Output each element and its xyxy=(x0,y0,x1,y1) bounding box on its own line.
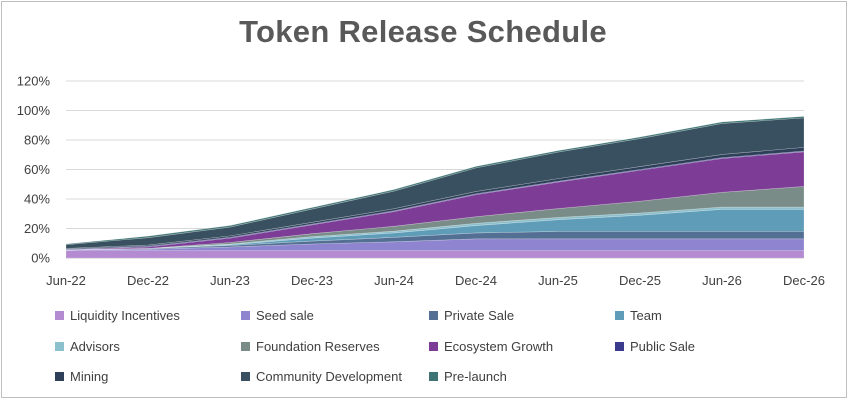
x-tick-label: Jun-26 xyxy=(702,273,742,288)
y-tick-label: 0% xyxy=(31,251,50,266)
legend-swatch xyxy=(55,372,64,381)
legend-item: Public Sale xyxy=(615,339,695,354)
x-tick-label: Dec-25 xyxy=(619,273,661,288)
legend-item: Pre-launch xyxy=(429,369,507,384)
x-tick-label: Dec-22 xyxy=(127,273,169,288)
y-tick-label: 120% xyxy=(17,74,51,89)
legend-label: Liquidity Incentives xyxy=(70,308,180,323)
x-tick-label: Dec-23 xyxy=(291,273,333,288)
legend-swatch xyxy=(55,311,64,320)
legend-item: Community Development xyxy=(241,369,402,384)
y-tick-label: 100% xyxy=(17,103,51,118)
x-tick-label: Dec-26 xyxy=(783,273,825,288)
area-private-sale xyxy=(65,231,805,251)
legend-item: Advisors xyxy=(55,339,120,354)
legend-swatch xyxy=(429,311,438,320)
area-pre-launch xyxy=(65,116,805,246)
legend-item: Ecosystem Growth xyxy=(429,339,553,354)
legend-label: Foundation Reserves xyxy=(256,339,380,354)
x-tick-label: Jun-24 xyxy=(374,273,414,288)
legend-label: Public Sale xyxy=(630,339,696,354)
legend-label: Advisors xyxy=(70,339,120,354)
legend-swatch xyxy=(241,342,250,351)
legend-swatch xyxy=(429,342,438,351)
legend-item: Private Sale xyxy=(429,308,514,323)
y-tick-label: 60% xyxy=(24,162,50,177)
area-mining xyxy=(65,147,805,250)
area-community-development xyxy=(65,117,805,249)
legend-swatch xyxy=(615,342,624,351)
legend-label: Community Development xyxy=(256,369,402,384)
area-liquidity-incentives xyxy=(65,250,805,259)
x-tick-label: Jun-25 xyxy=(538,273,578,288)
legend-item: Foundation Reserves xyxy=(241,339,380,354)
legend-label: Mining xyxy=(70,369,109,384)
chart-title: Token Release Schedule xyxy=(239,14,607,49)
x-tick-label: Jun-23 xyxy=(210,273,250,288)
x-tick-label: Dec-24 xyxy=(455,273,497,288)
legend-swatch xyxy=(55,342,64,351)
y-tick-label: 80% xyxy=(24,133,50,148)
y-tick-label: 40% xyxy=(24,192,50,207)
legend-swatch xyxy=(241,311,250,320)
legend-item: Mining xyxy=(55,369,108,384)
legend-item: Liquidity Incentives xyxy=(55,308,180,323)
legend-swatch xyxy=(429,372,438,381)
legend-label: Seed sale xyxy=(256,308,314,323)
legend-label: Pre-launch xyxy=(444,369,507,384)
legend-item: Team xyxy=(615,308,662,323)
area-foundation-reserves xyxy=(65,186,805,251)
legend-swatch xyxy=(241,372,250,381)
legend-label: Team xyxy=(630,308,662,323)
legend-swatch xyxy=(615,311,624,320)
y-tick-label: 20% xyxy=(24,221,50,236)
legend-label: Ecosystem Growth xyxy=(444,339,554,354)
legend-label: Private Sale xyxy=(444,308,515,323)
x-tick-label: Jun-22 xyxy=(46,273,86,288)
legend-item: Seed sale xyxy=(241,308,314,323)
